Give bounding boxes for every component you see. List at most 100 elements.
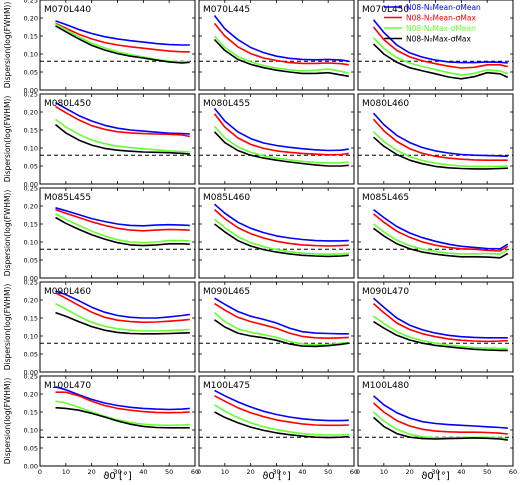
series-line-3	[213, 218, 349, 255]
y-axis-label: Dispersion(log(FWHM))	[3, 2, 12, 89]
panel-frame	[39, 187, 196, 279]
y-tick-label: 0.25	[24, 184, 38, 192]
y-tick-label: 0.20	[24, 296, 38, 304]
series-line-1	[55, 290, 190, 319]
x-tick-label: 40	[457, 468, 465, 476]
series-line-2	[55, 208, 190, 232]
series-line-3	[213, 311, 349, 346]
x-tick-label: 0	[197, 468, 201, 476]
y-tick-label: 0.10	[24, 144, 38, 152]
series-line-4	[214, 223, 349, 258]
series-line-1	[213, 203, 349, 242]
series-line-2	[214, 395, 349, 427]
panel-frame	[198, 187, 355, 279]
x-tick-label: 10	[380, 468, 388, 476]
x-tick-label: 0	[356, 468, 360, 476]
x-tick-label: 10	[221, 468, 229, 476]
series-line-4	[54, 123, 190, 155]
series-line-1	[55, 20, 190, 46]
y-tick-label: 0.05	[24, 68, 38, 76]
x-tick-label: 40	[139, 468, 147, 476]
y-tick-label: 0.00	[24, 462, 38, 470]
panel-frame	[198, 0, 355, 91]
panel-m090l460: 0.00 0.05 0.10 0.15 0.20 0.25 M090L460 Dispersi…	[3, 278, 196, 376]
x-tick-label: 30	[431, 468, 439, 476]
panel-title: M100L470	[44, 381, 91, 391]
panel-title: M085L465	[362, 193, 409, 203]
series-line-4	[55, 406, 190, 429]
series-line-1	[372, 19, 508, 64]
x-tick-label: 20	[406, 468, 414, 476]
series-line-1	[55, 386, 190, 411]
legend-label-2: N08-N₀Mean-σMax	[406, 14, 476, 23]
panel-m090l465: M090L465	[198, 281, 355, 373]
y-axis-label: Dispersion(log(FWHM))	[3, 96, 12, 183]
series-line-1	[213, 107, 349, 152]
x-tick-label: 60	[350, 468, 358, 476]
panel-m085l455: 0.00 0.05 0.10 0.15 0.20 0.25 M085L455 Dispersi…	[3, 184, 196, 282]
y-axis-label: Dispersion(log(FWHM))	[3, 284, 12, 371]
x-axis-label: ϑ0 [°]	[103, 471, 132, 482]
series-line-3	[372, 411, 508, 440]
series-line-2	[372, 302, 508, 343]
legend: N08-N₀Mean-σMean N08-N₀Mean-σMaxN08-N₀Max…	[384, 3, 481, 44]
x-tick-label: 30	[113, 468, 121, 476]
series-line-3	[214, 404, 349, 436]
series-line-4	[373, 320, 508, 352]
y-tick-label: 0.15	[24, 408, 38, 416]
series-line-4	[55, 311, 190, 335]
series-line-2	[55, 22, 190, 53]
panel-m085l460: M085L460	[198, 187, 355, 279]
panel-title: M080L450	[44, 99, 91, 109]
y-tick-label: 0.00	[24, 368, 38, 376]
y-tick-label: 0.05	[24, 350, 38, 358]
y-tick-label: 0.05	[24, 162, 38, 170]
series-line-2	[214, 302, 349, 339]
y-tick-label: 0.10	[24, 238, 38, 246]
x-axis-label: ϑ0 [°]	[262, 471, 291, 482]
series-line-2	[55, 391, 190, 414]
series-line-1	[55, 101, 190, 135]
panel-title: M090L470	[362, 287, 409, 297]
series-line-2	[372, 26, 508, 69]
x-tick-label: 60	[191, 468, 199, 476]
y-tick-label: 0.25	[24, 90, 38, 98]
y-tick-label: 0.25	[24, 278, 38, 286]
panel-title: M070L445	[203, 5, 250, 15]
panel-title: M085L455	[44, 193, 91, 203]
series-line-3	[55, 213, 190, 244]
series-line-3	[213, 35, 349, 74]
legend-label-3: N08-N₀Max-σMean	[406, 24, 476, 33]
legend-label-1: N08-N₀Mean-σMean	[406, 3, 481, 12]
series-line-1	[372, 297, 508, 339]
panel-m090l470: M090L470	[357, 281, 514, 373]
series-line-3	[372, 131, 508, 168]
series-line-3	[213, 125, 349, 164]
x-tick-label: 20	[88, 468, 96, 476]
panel-title: M085L460	[203, 193, 250, 203]
panel-m100l480: 0 10 20 30 40 50 60 M100L480 ϑ0 [°]	[356, 375, 517, 482]
series-line-3	[373, 315, 508, 350]
series-line-1	[55, 207, 190, 227]
y-tick-label: 0.15	[24, 220, 38, 228]
panel-m080l450: 0.00 0.05 0.10 0.15 0.20 0.25 M080L450 Dispersi…	[3, 90, 196, 188]
y-tick-label: 0.25	[24, 0, 38, 4]
y-tick-label: 0.15	[24, 126, 38, 134]
x-tick-label: 20	[247, 468, 255, 476]
series-line-3	[373, 223, 509, 255]
series-line-4	[372, 416, 508, 441]
panel-title: M080L460	[362, 99, 409, 109]
series-line-4	[55, 216, 190, 247]
y-tick-label: 0.05	[24, 256, 38, 264]
panel-m070l440: 0.00 0.05 0.10 0.15 0.20 0.25 M070L440 Dispersi…	[3, 0, 196, 94]
y-tick-label: 0.00	[24, 86, 38, 94]
panel-title: M070L440	[44, 5, 91, 15]
y-axis-label: Dispersion(log(FWHM))	[3, 190, 12, 277]
series-line-2	[213, 22, 349, 66]
panel-frame	[357, 187, 514, 279]
series-line-4	[372, 43, 509, 80]
panel-title: M090L460	[44, 287, 91, 297]
x-tick-label: 50	[165, 468, 173, 476]
y-tick-label: 0.05	[24, 444, 38, 452]
